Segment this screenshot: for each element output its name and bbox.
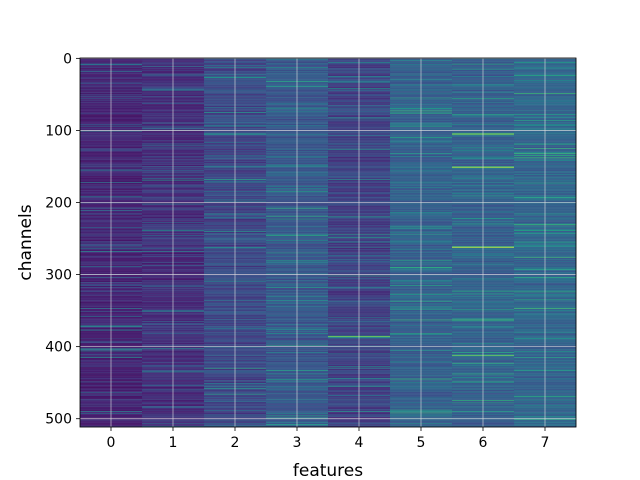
plot-frame xyxy=(79,57,577,428)
y-tick-label: 200 xyxy=(45,196,72,212)
y-tick-label: 100 xyxy=(45,123,72,139)
x-tick-label: 4 xyxy=(355,435,364,451)
y-axis-label: channels xyxy=(16,204,36,280)
x-tick-label: 5 xyxy=(417,435,426,451)
y-tick-label: 400 xyxy=(45,340,72,356)
x-tick-label: 3 xyxy=(293,435,302,451)
x-axis-label: features xyxy=(293,461,363,480)
x-axis-ticks: 0 1 2 3 4 5 6 7 xyxy=(107,427,550,451)
x-tick-label: 2 xyxy=(231,435,240,451)
y-tick-label: 0 xyxy=(63,51,72,67)
y-tick-label: 300 xyxy=(45,268,72,284)
y-axis-ticks: 0 100 200 300 400 500 xyxy=(45,51,80,428)
x-tick-label: 1 xyxy=(169,435,178,451)
heatmap-cells xyxy=(80,58,577,428)
x-tick-label: 7 xyxy=(541,435,550,451)
x-tick-label: 0 xyxy=(107,435,116,451)
y-tick-label: 500 xyxy=(45,412,72,428)
grid-lines xyxy=(80,57,576,427)
x-tick-label: 6 xyxy=(479,435,488,451)
